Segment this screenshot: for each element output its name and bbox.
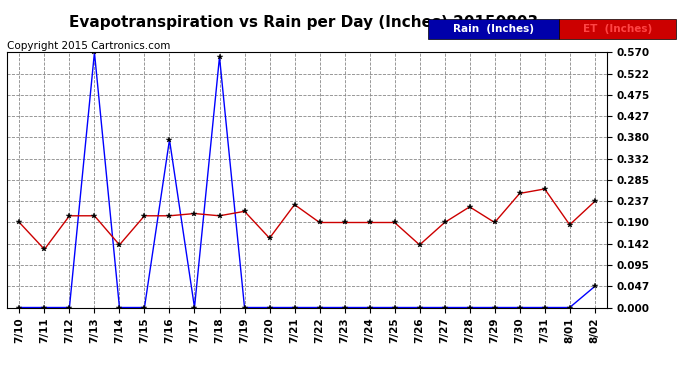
Text: Copyright 2015 Cartronics.com: Copyright 2015 Cartronics.com [7,41,170,51]
Text: Rain  (Inches): Rain (Inches) [453,24,534,34]
Text: Evapotranspiration vs Rain per Day (Inches) 20150803: Evapotranspiration vs Rain per Day (Inch… [69,15,538,30]
Text: ET  (Inches): ET (Inches) [583,24,652,34]
